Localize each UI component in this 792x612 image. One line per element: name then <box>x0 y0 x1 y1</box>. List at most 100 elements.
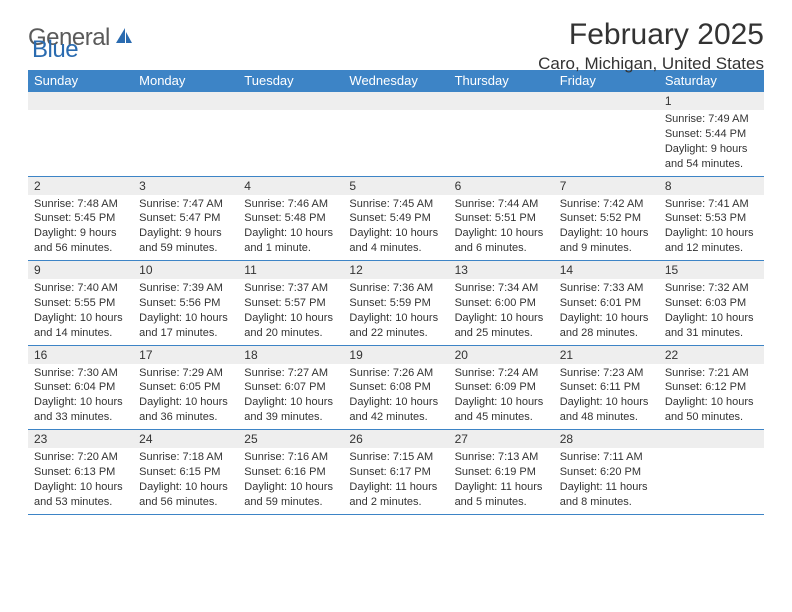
day-detail-cell <box>343 110 448 176</box>
day-number-cell: 27 <box>449 430 554 449</box>
day-number-cell: 15 <box>659 261 764 280</box>
sunrise-text: Sunrise: 7:46 AM <box>244 197 337 212</box>
day-detail-cell: Sunrise: 7:18 AMSunset: 6:15 PMDaylight:… <box>133 448 238 514</box>
day-detail-cell: Sunrise: 7:26 AMSunset: 6:08 PMDaylight:… <box>343 364 448 430</box>
daylight-text: Daylight: 10 hours and 39 minutes. <box>244 395 337 425</box>
daylight-text: Daylight: 10 hours and 48 minutes. <box>560 395 653 425</box>
day-number-cell: 9 <box>28 261 133 280</box>
sunrise-text: Sunrise: 7:13 AM <box>455 450 548 465</box>
day-detail-cell: Sunrise: 7:47 AMSunset: 5:47 PMDaylight:… <box>133 195 238 261</box>
daylight-text: Daylight: 9 hours and 54 minutes. <box>665 142 758 172</box>
daynum-row: 2345678 <box>28 176 764 195</box>
title-group: February 2025 Caro, Michigan, United Sta… <box>538 18 764 74</box>
day-detail-cell: Sunrise: 7:27 AMSunset: 6:07 PMDaylight:… <box>238 364 343 430</box>
sunset-text: Sunset: 6:15 PM <box>139 465 232 480</box>
sunrise-text: Sunrise: 7:39 AM <box>139 281 232 296</box>
sunrise-text: Sunrise: 7:44 AM <box>455 197 548 212</box>
day-detail-cell: Sunrise: 7:23 AMSunset: 6:11 PMDaylight:… <box>554 364 659 430</box>
sunset-text: Sunset: 6:19 PM <box>455 465 548 480</box>
sunset-text: Sunset: 6:05 PM <box>139 380 232 395</box>
day-detail-cell <box>28 110 133 176</box>
day-number-cell: 19 <box>343 345 448 364</box>
day-detail-cell: Sunrise: 7:24 AMSunset: 6:09 PMDaylight:… <box>449 364 554 430</box>
day-number-cell <box>449 92 554 111</box>
day-number-cell: 23 <box>28 430 133 449</box>
sunrise-text: Sunrise: 7:45 AM <box>349 197 442 212</box>
daylight-text: Daylight: 10 hours and 28 minutes. <box>560 311 653 341</box>
day-detail-cell: Sunrise: 7:33 AMSunset: 6:01 PMDaylight:… <box>554 279 659 345</box>
day-number-cell <box>659 430 764 449</box>
daynum-row: 9101112131415 <box>28 261 764 280</box>
day-detail-cell <box>554 110 659 176</box>
daylight-text: Daylight: 10 hours and 22 minutes. <box>349 311 442 341</box>
brand-text-blue: Blue <box>32 36 78 63</box>
sunrise-text: Sunrise: 7:41 AM <box>665 197 758 212</box>
sunrise-text: Sunrise: 7:16 AM <box>244 450 337 465</box>
day-number-cell: 17 <box>133 345 238 364</box>
sunrise-text: Sunrise: 7:20 AM <box>34 450 127 465</box>
day-detail-cell: Sunrise: 7:36 AMSunset: 5:59 PMDaylight:… <box>343 279 448 345</box>
daylight-text: Daylight: 10 hours and 50 minutes. <box>665 395 758 425</box>
day-detail-cell: Sunrise: 7:20 AMSunset: 6:13 PMDaylight:… <box>28 448 133 514</box>
daylight-text: Daylight: 10 hours and 12 minutes. <box>665 226 758 256</box>
day-detail-cell: Sunrise: 7:40 AMSunset: 5:55 PMDaylight:… <box>28 279 133 345</box>
daylight-text: Daylight: 10 hours and 4 minutes. <box>349 226 442 256</box>
day-detail-cell: Sunrise: 7:44 AMSunset: 5:51 PMDaylight:… <box>449 195 554 261</box>
sunset-text: Sunset: 5:49 PM <box>349 211 442 226</box>
day-detail-cell: Sunrise: 7:42 AMSunset: 5:52 PMDaylight:… <box>554 195 659 261</box>
sunrise-text: Sunrise: 7:34 AM <box>455 281 548 296</box>
day-number-cell <box>238 92 343 111</box>
sunset-text: Sunset: 6:16 PM <box>244 465 337 480</box>
month-title: February 2025 <box>538 18 764 52</box>
sunset-text: Sunset: 5:56 PM <box>139 296 232 311</box>
day-detail-cell: Sunrise: 7:45 AMSunset: 5:49 PMDaylight:… <box>343 195 448 261</box>
detail-row: Sunrise: 7:20 AMSunset: 6:13 PMDaylight:… <box>28 448 764 514</box>
day-number-cell: 21 <box>554 345 659 364</box>
day-number-cell: 7 <box>554 176 659 195</box>
daynum-row: 1 <box>28 92 764 111</box>
sunrise-text: Sunrise: 7:15 AM <box>349 450 442 465</box>
sunrise-text: Sunrise: 7:42 AM <box>560 197 653 212</box>
day-number-cell: 25 <box>238 430 343 449</box>
calendar-table: Sunday Monday Tuesday Wednesday Thursday… <box>28 70 764 515</box>
sunrise-text: Sunrise: 7:21 AM <box>665 366 758 381</box>
daylight-text: Daylight: 9 hours and 56 minutes. <box>34 226 127 256</box>
sunrise-text: Sunrise: 7:29 AM <box>139 366 232 381</box>
daylight-text: Daylight: 10 hours and 6 minutes. <box>455 226 548 256</box>
day-number-cell: 6 <box>449 176 554 195</box>
day-detail-cell: Sunrise: 7:41 AMSunset: 5:53 PMDaylight:… <box>659 195 764 261</box>
sunrise-text: Sunrise: 7:23 AM <box>560 366 653 381</box>
day-number-cell: 4 <box>238 176 343 195</box>
day-number-cell: 5 <box>343 176 448 195</box>
sunrise-text: Sunrise: 7:37 AM <box>244 281 337 296</box>
location-text: Caro, Michigan, United States <box>538 54 764 74</box>
sunset-text: Sunset: 5:55 PM <box>34 296 127 311</box>
daynum-row: 16171819202122 <box>28 345 764 364</box>
day-detail-cell: Sunrise: 7:48 AMSunset: 5:45 PMDaylight:… <box>28 195 133 261</box>
daylight-text: Daylight: 10 hours and 14 minutes. <box>34 311 127 341</box>
sunset-text: Sunset: 5:45 PM <box>34 211 127 226</box>
day-number-cell: 26 <box>343 430 448 449</box>
day-detail-cell: Sunrise: 7:37 AMSunset: 5:57 PMDaylight:… <box>238 279 343 345</box>
day-number-cell <box>343 92 448 111</box>
sunrise-text: Sunrise: 7:48 AM <box>34 197 127 212</box>
calendar-body: 1Sunrise: 7:49 AMSunset: 5:44 PMDaylight… <box>28 92 764 515</box>
day-number-cell: 1 <box>659 92 764 111</box>
daylight-text: Daylight: 10 hours and 53 minutes. <box>34 480 127 510</box>
sunset-text: Sunset: 5:44 PM <box>665 127 758 142</box>
day-detail-cell: Sunrise: 7:21 AMSunset: 6:12 PMDaylight:… <box>659 364 764 430</box>
day-number-cell: 20 <box>449 345 554 364</box>
calendar-page: General February 2025 Caro, Michigan, Un… <box>0 0 792 533</box>
day-detail-cell: Sunrise: 7:16 AMSunset: 6:16 PMDaylight:… <box>238 448 343 514</box>
detail-row: Sunrise: 7:30 AMSunset: 6:04 PMDaylight:… <box>28 364 764 430</box>
sunset-text: Sunset: 6:07 PM <box>244 380 337 395</box>
day-number-cell: 12 <box>343 261 448 280</box>
daylight-text: Daylight: 9 hours and 59 minutes. <box>139 226 232 256</box>
day-number-cell <box>133 92 238 111</box>
sunset-text: Sunset: 6:04 PM <box>34 380 127 395</box>
daylight-text: Daylight: 11 hours and 5 minutes. <box>455 480 548 510</box>
sunset-text: Sunset: 6:01 PM <box>560 296 653 311</box>
sunrise-text: Sunrise: 7:32 AM <box>665 281 758 296</box>
sunset-text: Sunset: 5:59 PM <box>349 296 442 311</box>
sunset-text: Sunset: 6:08 PM <box>349 380 442 395</box>
